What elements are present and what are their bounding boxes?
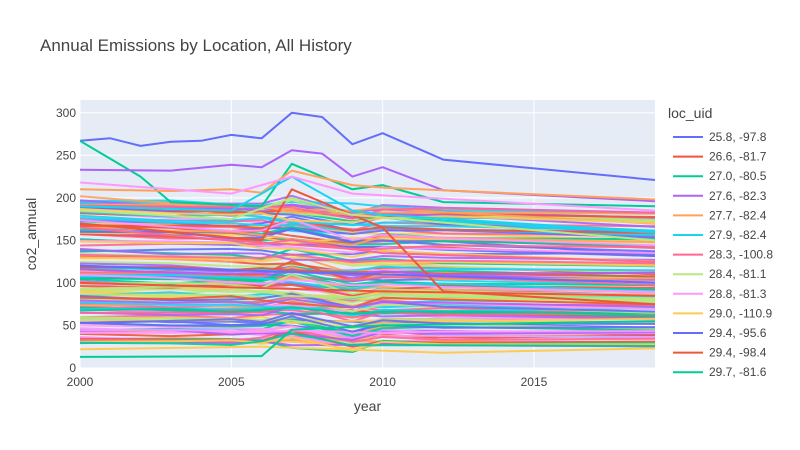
legend-label: 28.3, -100.8 — [709, 248, 773, 262]
legend-label: 27.7, -82.4 — [709, 208, 767, 222]
series-line — [80, 345, 655, 354]
background-series-line — [80, 332, 655, 347]
x-axis-title: year — [354, 398, 382, 414]
series-line — [80, 149, 655, 203]
series-lines — [80, 111, 655, 358]
legend-label: 29.7, -81.6 — [709, 365, 767, 379]
legend[interactable]: 25.8, -97.8 26.6, -81.7 27.0, -80.5 27.6, -… — [673, 130, 773, 379]
background-series-line — [80, 295, 655, 309]
background-series-line — [80, 218, 655, 247]
legend-item[interactable]: 28.3, -100.8 — [673, 248, 773, 262]
legend-label: 29.4, -98.4 — [709, 346, 767, 360]
y-tick-label: 50 — [63, 318, 77, 332]
x-tick-label: 2010 — [369, 375, 396, 389]
x-tick-label: 2015 — [521, 375, 548, 389]
series-line — [80, 320, 655, 358]
background-series-line — [80, 298, 655, 309]
legend-item[interactable]: 25.8, -97.8 — [673, 130, 767, 144]
legend-label: 28.4, -81.1 — [709, 267, 767, 281]
chart-title: Annual Emissions by Location, All Histor… — [40, 36, 352, 55]
x-tick-label: 2000 — [67, 375, 94, 389]
background-series-line — [80, 292, 655, 313]
background-series-line — [80, 204, 655, 220]
background-series-line — [80, 312, 655, 328]
legend-item[interactable]: 28.8, -81.3 — [673, 287, 767, 301]
background-series-line — [80, 274, 655, 293]
y-tick-label: 300 — [56, 106, 76, 120]
legend-label: 29.0, -110.9 — [709, 306, 772, 320]
series-line — [80, 188, 655, 306]
background-series-line — [80, 247, 655, 262]
series-line — [80, 139, 655, 208]
x-tick-label: 2005 — [218, 375, 245, 389]
background-series-line — [80, 285, 655, 300]
y-tick-label: 0 — [69, 361, 76, 375]
legend-label: 28.8, -81.3 — [709, 287, 767, 301]
legend-item[interactable]: 29.4, -95.6 — [673, 326, 767, 340]
background-series-line — [80, 276, 655, 292]
legend-item[interactable]: 29.7, -81.6 — [673, 365, 767, 379]
legend-item[interactable]: 27.0, -80.5 — [673, 169, 767, 183]
y-tick-label: 150 — [56, 233, 76, 247]
axis-ticks: 0 50 100 150 200 250 300 2000 2005 2010 2015 — [56, 106, 548, 389]
legend-label: 27.6, -82.3 — [709, 189, 767, 203]
background-series-line — [80, 240, 655, 263]
legend-item[interactable]: 28.4, -81.1 — [673, 267, 767, 281]
y-tick-label: 200 — [56, 191, 76, 205]
legend-label: 27.0, -80.5 — [709, 169, 767, 183]
series-line — [80, 175, 655, 233]
background-series-line — [80, 301, 655, 315]
background-series-line — [80, 273, 655, 297]
legend-item[interactable]: 27.7, -82.4 — [673, 208, 767, 222]
legend-item[interactable]: 27.9, -82.4 — [673, 228, 767, 242]
background-series-line — [80, 214, 655, 232]
legend-label: 26.6, -81.7 — [709, 150, 767, 164]
background-series-line — [80, 274, 655, 293]
legend-item[interactable]: 27.6, -82.3 — [673, 189, 767, 203]
legend-label: 27.9, -82.4 — [709, 228, 767, 242]
series-line — [80, 175, 655, 212]
series-line — [80, 111, 655, 181]
background-series-line — [80, 315, 655, 333]
background-series-line — [80, 306, 655, 315]
y-axis-title: co2_annual — [23, 198, 39, 270]
series-line — [80, 281, 655, 297]
legend-title: loc_uid — [668, 105, 712, 121]
background-series-line — [80, 336, 655, 352]
background-series-line — [80, 195, 655, 225]
legend-item[interactable]: 29.0, -110.9 — [673, 306, 772, 320]
legend-item[interactable]: 29.4, -98.4 — [673, 346, 767, 360]
background-series-line — [80, 239, 655, 254]
y-tick-label: 100 — [56, 276, 76, 290]
series-line — [80, 226, 655, 263]
legend-item[interactable]: 26.6, -81.7 — [673, 150, 767, 164]
legend-label: 29.4, -95.6 — [709, 326, 767, 340]
series-line — [80, 196, 655, 242]
y-tick-label: 250 — [56, 148, 76, 162]
series-line — [80, 264, 655, 284]
background-series-line — [80, 253, 655, 265]
background-series-line — [80, 287, 655, 298]
legend-label: 25.8, -97.8 — [709, 130, 767, 144]
background-series-line — [80, 256, 655, 267]
